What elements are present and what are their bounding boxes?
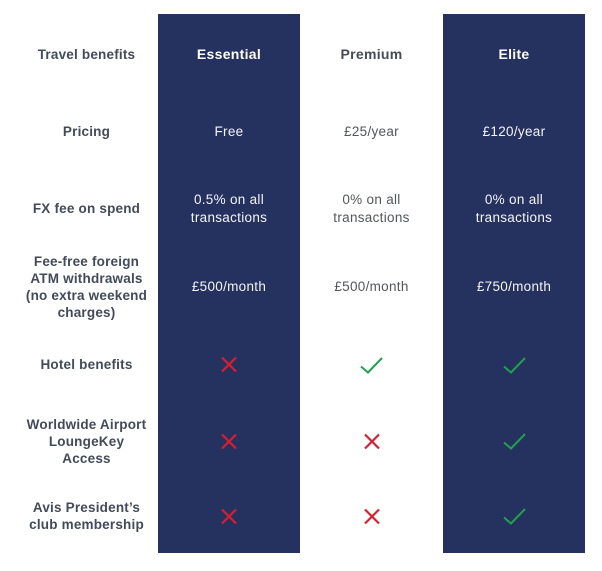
cell-pricing-premium: £25/year	[344, 123, 399, 139]
cell-avis-premium	[300, 479, 443, 553]
column-header-essential: Essential	[158, 14, 300, 94]
row-label-atm-withdrawals: Fee-free foreign ATM withdrawals (no ext…	[25, 254, 148, 320]
column-header-elite-label: Elite	[498, 46, 530, 62]
cell-atm-premium: £500/month	[334, 279, 409, 294]
cross-icon	[363, 508, 381, 525]
cell-hotel-elite	[443, 326, 585, 403]
cell-avis-elite	[443, 479, 585, 553]
cross-icon	[220, 433, 238, 450]
row-label-pricing: Pricing	[62, 124, 111, 139]
cross-icon	[363, 433, 381, 450]
column-header-elite: Elite	[443, 14, 585, 94]
check-icon	[502, 507, 527, 525]
row-label-avis-membership: Avis President’s club membership	[29, 500, 144, 532]
cross-icon	[220, 508, 238, 525]
comparison-grid: Travel benefits Essential Premium Elite …	[0, 14, 585, 553]
plan-comparison-table: Travel benefits Essential Premium Elite …	[0, 14, 585, 553]
cell-fx-premium: 0% on all transactions	[333, 191, 410, 225]
cell-hotel-premium	[300, 326, 443, 403]
check-icon	[359, 356, 384, 374]
row-label-loungekey-access: Worldwide Airport LoungeKey Access	[26, 416, 147, 466]
cell-fx-elite: 0% on all transactions	[443, 169, 585, 248]
cross-icon	[220, 356, 238, 373]
cell-pricing-essential: Free	[158, 94, 300, 169]
cell-lounge-elite	[443, 403, 585, 479]
check-icon	[502, 432, 527, 450]
cell-atm-essential: £500/month	[158, 248, 300, 326]
corner-header-label: Travel benefits	[37, 46, 136, 62]
check-icon	[502, 356, 527, 374]
cell-lounge-premium	[300, 403, 443, 479]
cell-lounge-essential	[158, 403, 300, 479]
cell-atm-elite: £750/month	[443, 248, 585, 326]
column-header-premium-label: Premium	[340, 46, 403, 62]
column-header-essential-label: Essential	[196, 46, 262, 62]
cell-fx-essential: 0.5% on all transactions	[158, 169, 300, 248]
row-label-hotel-benefits: Hotel benefits	[40, 357, 133, 372]
corner-header-cell: Travel benefits	[0, 14, 158, 94]
row-label-fx-fee: FX fee on spend	[32, 201, 141, 216]
cell-avis-essential	[158, 479, 300, 553]
cell-hotel-essential	[158, 326, 300, 403]
cell-pricing-elite: £120/year	[443, 94, 585, 169]
column-header-premium: Premium	[300, 14, 443, 94]
